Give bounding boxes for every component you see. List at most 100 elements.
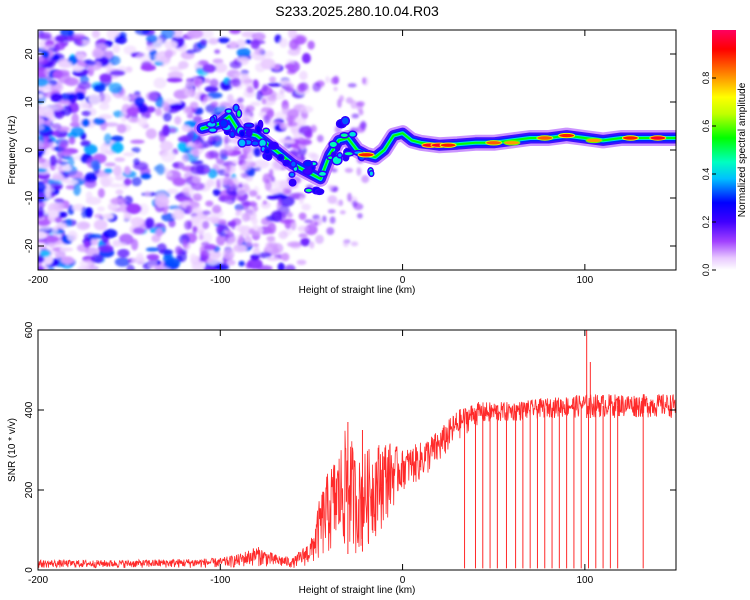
noise-blob <box>246 151 253 163</box>
noise-blob <box>191 215 201 225</box>
noise-blob <box>207 257 220 265</box>
noise-blob <box>61 151 72 156</box>
noise-blob <box>120 111 128 123</box>
noise-blob <box>49 155 58 167</box>
noise-blob <box>114 257 130 267</box>
noise-blob <box>126 264 135 270</box>
noise-blob <box>123 178 132 186</box>
noise-blob <box>166 188 179 194</box>
noise-blob <box>263 50 274 58</box>
transition-speckle <box>262 84 268 93</box>
ridge-blob <box>347 130 358 139</box>
noise-blob <box>93 84 106 93</box>
noise-blob <box>159 249 174 255</box>
noise-blob <box>251 32 266 41</box>
snr-y-label: SNR (10 * v/v) <box>7 418 18 482</box>
transition-speckle <box>309 241 315 249</box>
ridge-blob <box>228 130 236 139</box>
noise-blob <box>144 190 151 197</box>
noise-blob <box>187 30 204 39</box>
noise-blob <box>190 164 206 176</box>
noise-blob <box>183 106 192 115</box>
noise-blob <box>123 195 133 206</box>
noise-blob <box>189 101 199 110</box>
noise-blob <box>299 70 308 81</box>
transition-speckle <box>329 216 336 224</box>
noise-blob <box>202 64 217 73</box>
noise-blob <box>61 256 74 265</box>
noise-blob <box>266 235 276 242</box>
noise-blob <box>130 139 145 144</box>
noise-blob <box>236 47 251 58</box>
y-tick-label: 400 <box>24 401 35 418</box>
noise-blob <box>44 68 51 76</box>
noise-blob <box>172 161 185 170</box>
transition-speckle <box>235 211 240 217</box>
snr-y-ticks: 0 200 400 600 <box>24 321 676 573</box>
noise-blob <box>38 197 44 204</box>
ridge-blob <box>235 108 243 119</box>
transition-speckle <box>218 219 228 225</box>
transition-speckle <box>192 225 197 236</box>
noise-blob <box>124 166 131 175</box>
noise-blob <box>233 244 247 253</box>
snr-x-label: Height of straight line (km) <box>299 585 416 596</box>
ridge-blob <box>250 139 260 147</box>
noise-blob <box>172 177 186 187</box>
ridge-blob <box>368 170 375 178</box>
noise-blob <box>41 50 50 59</box>
transition-speckle <box>243 183 250 193</box>
ridge-blob <box>282 159 291 167</box>
transition-speckle <box>327 195 338 204</box>
noise-blob <box>38 226 51 232</box>
transition-speckle <box>279 88 285 95</box>
noise-blob <box>65 218 73 227</box>
transition-speckle <box>360 120 367 130</box>
noise-blob <box>67 170 84 179</box>
colorbar-ticks: 0.0 0.2 0.4 0.6 0.8 <box>701 72 716 276</box>
transition-speckle <box>286 212 293 218</box>
noise-blob <box>114 35 127 45</box>
noise-blob <box>229 41 238 49</box>
ridge-blob <box>243 122 255 129</box>
hot-spot <box>621 135 639 141</box>
transition-speckle <box>270 90 277 98</box>
transition-speckle <box>282 188 289 196</box>
noise-blob <box>303 130 313 139</box>
transition-speckle <box>231 159 239 165</box>
transition-speckle <box>185 205 193 215</box>
snr-series <box>38 330 676 569</box>
noise-blob <box>279 37 288 48</box>
noise-blob <box>79 259 93 268</box>
spectrogram-y-ticks: -20 -10 0 10 20 <box>24 48 676 253</box>
noise-blob <box>247 258 263 270</box>
transition-speckle <box>223 229 229 235</box>
noise-blob <box>153 77 167 89</box>
y-tick-label: -20 <box>24 238 35 253</box>
transition-speckle <box>219 149 228 159</box>
noise-blob <box>90 253 104 264</box>
noise-blob <box>81 206 88 219</box>
transition-speckle <box>246 242 253 248</box>
ridge-blob <box>340 115 351 126</box>
ridge-blob <box>245 128 253 138</box>
noise-blob <box>83 241 91 249</box>
noise-blob <box>295 36 306 45</box>
noise-blob <box>84 174 92 182</box>
transition-speckle <box>214 152 220 160</box>
noise-blob <box>38 231 48 240</box>
transition-speckle <box>218 195 226 202</box>
noise-blob <box>229 60 242 69</box>
noise-blob <box>104 133 112 145</box>
noise-blob <box>81 110 92 117</box>
transition-speckle <box>182 186 192 192</box>
transition-speckle <box>333 75 340 85</box>
noise-blob <box>245 39 252 44</box>
noise-blob <box>126 106 140 116</box>
noise-blob <box>110 142 124 154</box>
noise-blob <box>279 179 290 189</box>
chart-title: S233.2025.280.10.04.R03 <box>275 3 439 19</box>
transition-speckle <box>182 135 193 141</box>
x-tick-label: -100 <box>210 275 230 286</box>
noise-blob <box>178 60 189 70</box>
